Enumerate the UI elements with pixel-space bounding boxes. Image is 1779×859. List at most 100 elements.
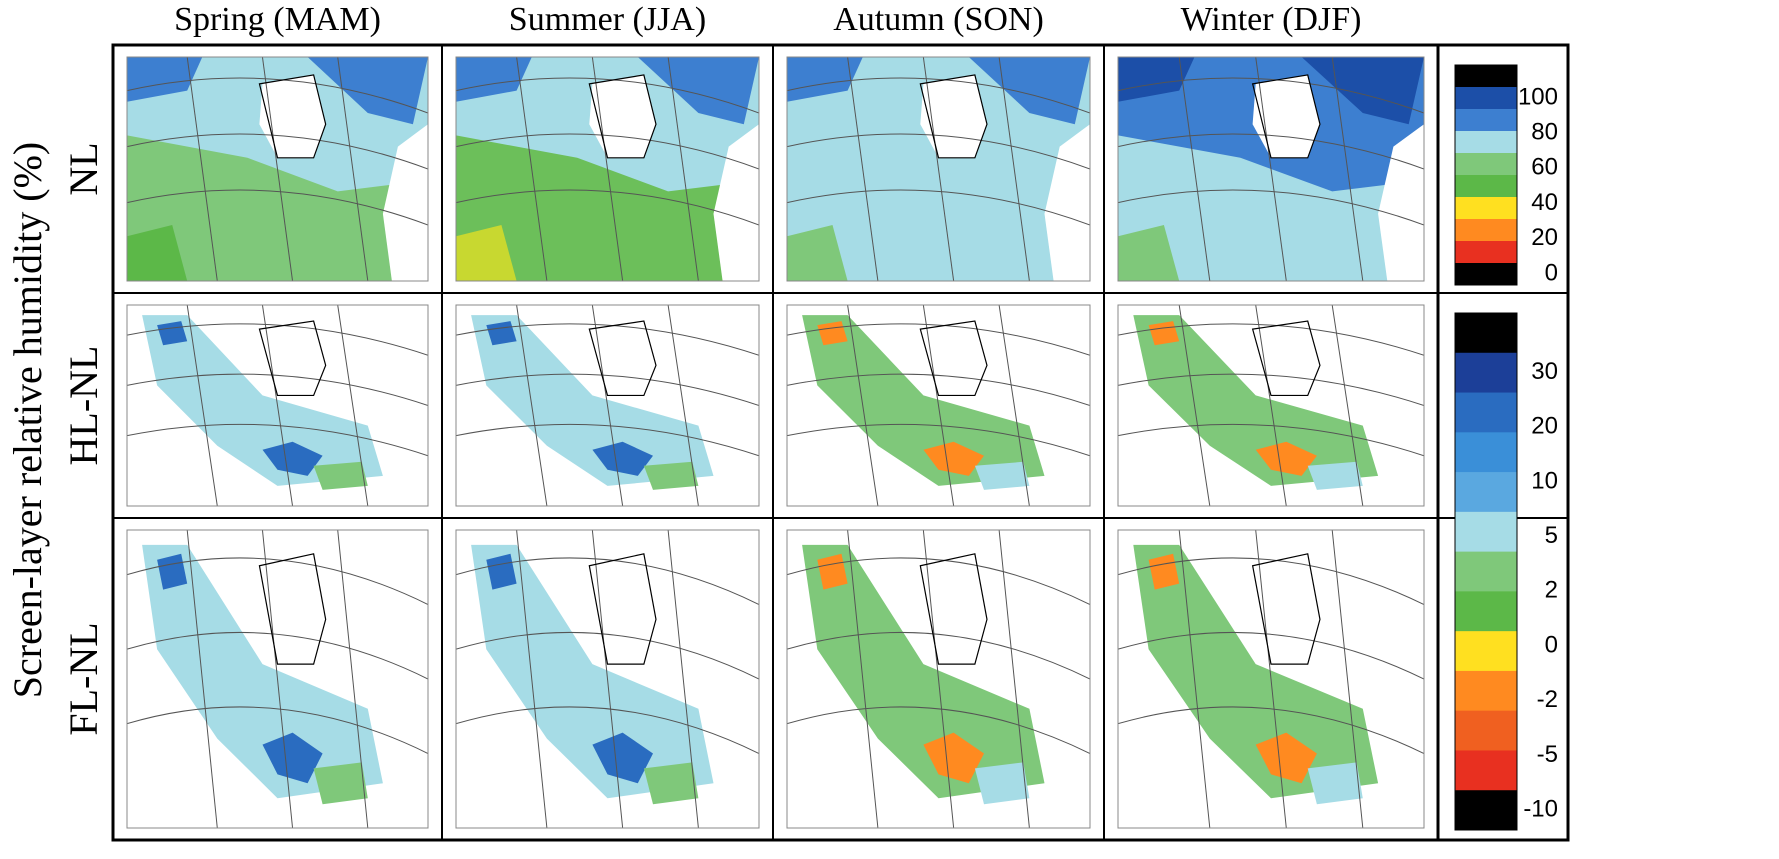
graticule: [127, 423, 428, 457]
graticule: [1118, 77, 1424, 114]
map-border: [786, 529, 1091, 829]
panels: [126, 56, 1425, 829]
meridian: [922, 305, 955, 506]
meridian: [922, 57, 955, 281]
south-patch: [1307, 762, 1363, 805]
column-header: Spring (MAM): [174, 1, 381, 38]
meridian: [1331, 530, 1364, 828]
colorbar-segment: [1455, 591, 1517, 632]
hudson-bay: [1252, 74, 1320, 158]
change-band: [471, 315, 714, 486]
colorbar-label: 0: [1545, 631, 1558, 658]
change-band: [1133, 315, 1379, 486]
row-label: FL-NL: [61, 622, 106, 735]
great-lakes: [592, 441, 653, 476]
colorbar-segment: [1455, 432, 1517, 473]
graticule: [787, 706, 1090, 754]
map-border: [455, 304, 760, 507]
map-border: [1117, 304, 1425, 507]
column-header: Winter (DJF): [1181, 1, 1362, 38]
arctic-region: [1118, 57, 1195, 102]
graticule: [787, 189, 1090, 226]
south-west: [1118, 225, 1180, 281]
meridian: [998, 57, 1030, 281]
graticule: [127, 77, 428, 114]
colorbar-segment: [1455, 750, 1517, 791]
graticule: [1118, 557, 1424, 605]
map-border: [126, 56, 429, 282]
meridian: [591, 57, 624, 281]
great-lakes: [923, 441, 984, 476]
colorbar-segment: [1455, 131, 1517, 154]
map-panel: [455, 529, 760, 829]
colorbar-label: 100: [1518, 83, 1558, 110]
coastline: [919, 320, 988, 397]
colorbar-label: 80: [1531, 119, 1558, 146]
colorbar-label: 20: [1531, 413, 1558, 440]
graticule: [456, 133, 759, 170]
meridian: [847, 57, 879, 281]
coastline: [588, 553, 657, 665]
map-panel: [126, 304, 429, 507]
map-panel: [1117, 529, 1425, 829]
graticule: [787, 373, 1090, 406]
meridian: [261, 305, 294, 506]
change-band: [142, 544, 383, 799]
colorbar-segment: [1455, 352, 1517, 394]
arctic-region: [456, 57, 532, 102]
map-panel: [1117, 304, 1425, 507]
meridian: [591, 530, 624, 828]
south-west: [127, 225, 188, 281]
meridian: [1255, 57, 1287, 281]
map-content: [127, 305, 428, 506]
meridian: [1331, 305, 1364, 506]
map-border: [455, 56, 760, 282]
map-content: [127, 530, 428, 828]
change-band: [1133, 544, 1379, 799]
colorbar-label: 60: [1531, 154, 1558, 181]
graticule: [1118, 189, 1424, 226]
meridian: [337, 305, 369, 506]
colorbar-label: 30: [1531, 358, 1558, 385]
graticule: [456, 77, 759, 114]
map-panel: [455, 304, 760, 507]
colorbar-label: 5: [1545, 522, 1558, 549]
atlantic: [1378, 124, 1424, 281]
change-band: [142, 315, 383, 486]
map-content: [1118, 305, 1424, 506]
colorbar-segment: [1455, 87, 1517, 110]
arctic-region: [127, 57, 203, 102]
graticule: [456, 323, 759, 356]
graticule: [787, 423, 1090, 457]
map-border: [1117, 56, 1425, 282]
graticule: [456, 189, 759, 226]
map-panel: [1117, 56, 1425, 282]
colorbar-segment: [1455, 263, 1517, 286]
meridian: [261, 57, 294, 281]
map-panel: [786, 56, 1091, 282]
colorbar-label: -2: [1537, 686, 1558, 713]
colorbar-segment: [1455, 313, 1517, 354]
colorbar-label: 20: [1531, 224, 1558, 251]
column-header: Autumn (SON): [833, 1, 1044, 38]
map-panel: [126, 529, 429, 829]
map-panel: [126, 56, 429, 282]
hudson-bay: [920, 74, 987, 158]
colorbar-border: [1454, 312, 1518, 831]
graticule: [787, 323, 1090, 356]
colorbar-label: 2: [1545, 577, 1558, 604]
meridian: [667, 57, 699, 281]
south-west: [787, 225, 848, 281]
meridian: [1178, 305, 1211, 506]
colorbar-label: 0: [1545, 259, 1558, 286]
coastline: [588, 320, 657, 397]
colorbar-label: 10: [1531, 467, 1558, 494]
map-content: [787, 57, 1090, 281]
change-band: [802, 544, 1045, 799]
colorbar-segment: [1455, 241, 1517, 264]
coastline: [919, 553, 988, 665]
hudson-bay: [589, 74, 656, 158]
graticule: [127, 557, 428, 605]
colorbar-segment: [1455, 472, 1517, 513]
